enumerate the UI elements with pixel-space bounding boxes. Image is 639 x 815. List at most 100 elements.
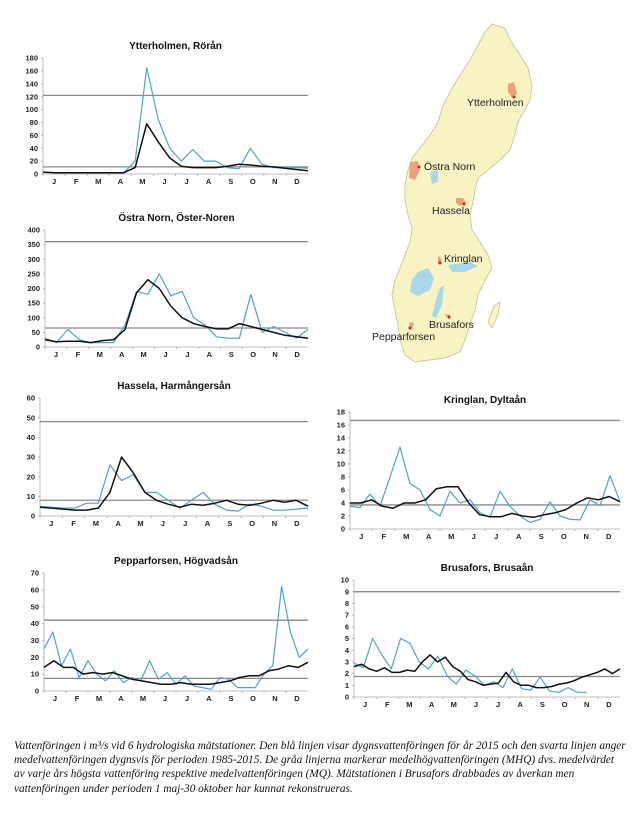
x-tick-label: J [183,519,187,528]
x-tick-label: M [140,694,146,703]
y-tick-label: 100 [27,313,40,322]
y-tick-label: 0 [34,170,38,179]
x-tick-label: A [516,532,522,541]
y-tick-label: 140 [25,79,38,88]
y-tick-label: 180 [25,54,38,63]
x-tick-label: A [429,700,435,709]
x-tick-label: D [294,694,300,703]
chart-svg: Brusafors, Brusaån 0 1 2 3 4 5 6 7 8 9 10 J F M A M J J A S O… [341,562,621,709]
y-tick-label: 60 [31,585,39,594]
chart-svg: Hassela, Harmångersån 0 10 20 30 40 50 60 J F M A M J… [27,380,309,528]
y-tick-label: 2 [341,512,345,521]
lake-vattern [432,285,444,318]
x-tick-label: S [228,694,233,703]
gotland [487,300,501,330]
y-tick-label: 150 [27,299,40,308]
chart-ytterholmen: Ytterholmen, Rörån 0 20 40 60 80 100 120 140 160 1… [0,30,320,190]
x-tick-label: D [606,532,612,541]
y-tick-label: 6 [345,622,349,631]
y-tick-label: 20 [27,472,35,481]
y-tick-label: 8 [345,599,349,608]
series-line-2015 [42,67,309,174]
x-tick-label: M [137,519,143,528]
figure-caption: Vattenföringen i m³/s vid 6 hydrologiska… [14,740,626,795]
catchment-ytterholmen [508,82,517,98]
x-tick-label: N [584,532,589,541]
y-tick-label: 60 [30,131,38,140]
catchment-ostra-norn [409,161,420,180]
map-label-pepparforsen: Pepparforsen [372,331,435,343]
x-tick-label: F [385,700,390,709]
x-tick-label: D [294,350,300,359]
x-tick-label: M [96,694,102,703]
series-line-mean [350,486,621,519]
series-line-mean [43,659,309,686]
x-tick-label: M [139,177,145,186]
chart-title: Brusafors, Brusaån [441,562,534,574]
chart-brusafors: Brusafors, Brusaån 0 1 2 3 4 5 6 7 8 9 10 J F M A M J J A S O… [320,555,639,715]
x-tick-label: S [539,532,544,541]
x-tick-label: M [93,519,99,528]
y-tick-label: 10 [341,576,349,585]
chart-title: Östra Norn, Öster-Noren [118,211,234,224]
y-tick-label: 30 [27,453,35,462]
chart-hassela: Hassela, Harmångersån 0 10 20 30 40 50 60 J F M A M J… [0,380,320,535]
y-tick-label: 50 [31,602,39,611]
y-tick-label: 6 [341,486,345,495]
chart-svg: Östra Norn, Öster-Noren 0 50 100 150 200 250 30… [27,211,309,359]
y-tick-label: 14 [337,434,346,443]
x-tick-label: S [227,519,232,528]
x-tick-label: D [606,700,612,709]
y-tick-label: 4 [345,646,350,655]
x-tick-label: O [250,350,256,359]
y-tick-label: 8 [341,473,345,482]
x-tick-label: S [229,350,234,359]
y-tick-label: 10 [27,492,35,501]
y-tick-label: 100 [25,105,38,114]
x-tick-label: J [185,694,189,703]
y-tick-label: 0 [31,512,35,521]
x-tick-label: J [163,350,167,359]
y-tick-label: 80 [30,118,38,127]
x-tick-label: N [272,519,277,528]
y-tick-label: 9 [345,587,349,596]
x-tick-label: F [75,694,80,703]
y-tick-label: 350 [27,240,40,249]
chart-svg: Ytterholmen, Rörån 0 20 40 60 80 100 120 140 160 1… [25,40,309,186]
x-tick-label: J [52,177,56,186]
lake-siljan [430,170,438,184]
map-label-kringlan: Kringlan [444,253,483,265]
x-tick-label: J [49,519,53,528]
x-tick-label: M [97,350,103,359]
x-tick-label: A [206,694,212,703]
x-tick-label: F [71,519,76,528]
chart-svg: Kringlan, Dyltaån 0 2 4 6 8 10 12 14 16 18 J F M A M J J A… [337,394,621,541]
y-tick-label: 16 [337,421,345,430]
x-tick-label: N [584,700,589,709]
chart-svg: Pepparforsen, Högvadsån 0 10 20 30 40 50 60 70 J F… [31,555,309,703]
lake-malaren [448,262,478,272]
y-tick-label: 0 [36,343,40,352]
x-tick-label: J [54,350,58,359]
x-tick-label: D [294,519,300,528]
y-tick-label: 1 [345,681,349,690]
y-tick-label: 50 [27,413,35,422]
y-tick-label: 40 [31,619,39,628]
y-tick-label: 120 [25,92,38,101]
y-tick-label: 12 [337,447,345,456]
y-tick-label: 10 [337,460,345,469]
x-tick-label: A [206,177,212,186]
station-dot-ytterholmen [512,95,516,99]
x-tick-label: A [118,177,124,186]
series-line-2015 [349,446,621,524]
station-dot-brusafors [447,315,451,319]
x-tick-label: N [272,350,277,359]
y-tick-label: 40 [30,144,38,153]
y-tick-label: 400 [27,226,40,235]
chart-pepparforsen: Pepparforsen, Högvadsån 0 10 20 30 40 50 60 70 J F… [0,555,320,715]
x-tick-label: O [250,694,256,703]
series-line-mean [42,122,309,174]
x-tick-label: A [518,700,524,709]
x-tick-label: D [294,177,300,186]
x-tick-label: J [162,177,166,186]
